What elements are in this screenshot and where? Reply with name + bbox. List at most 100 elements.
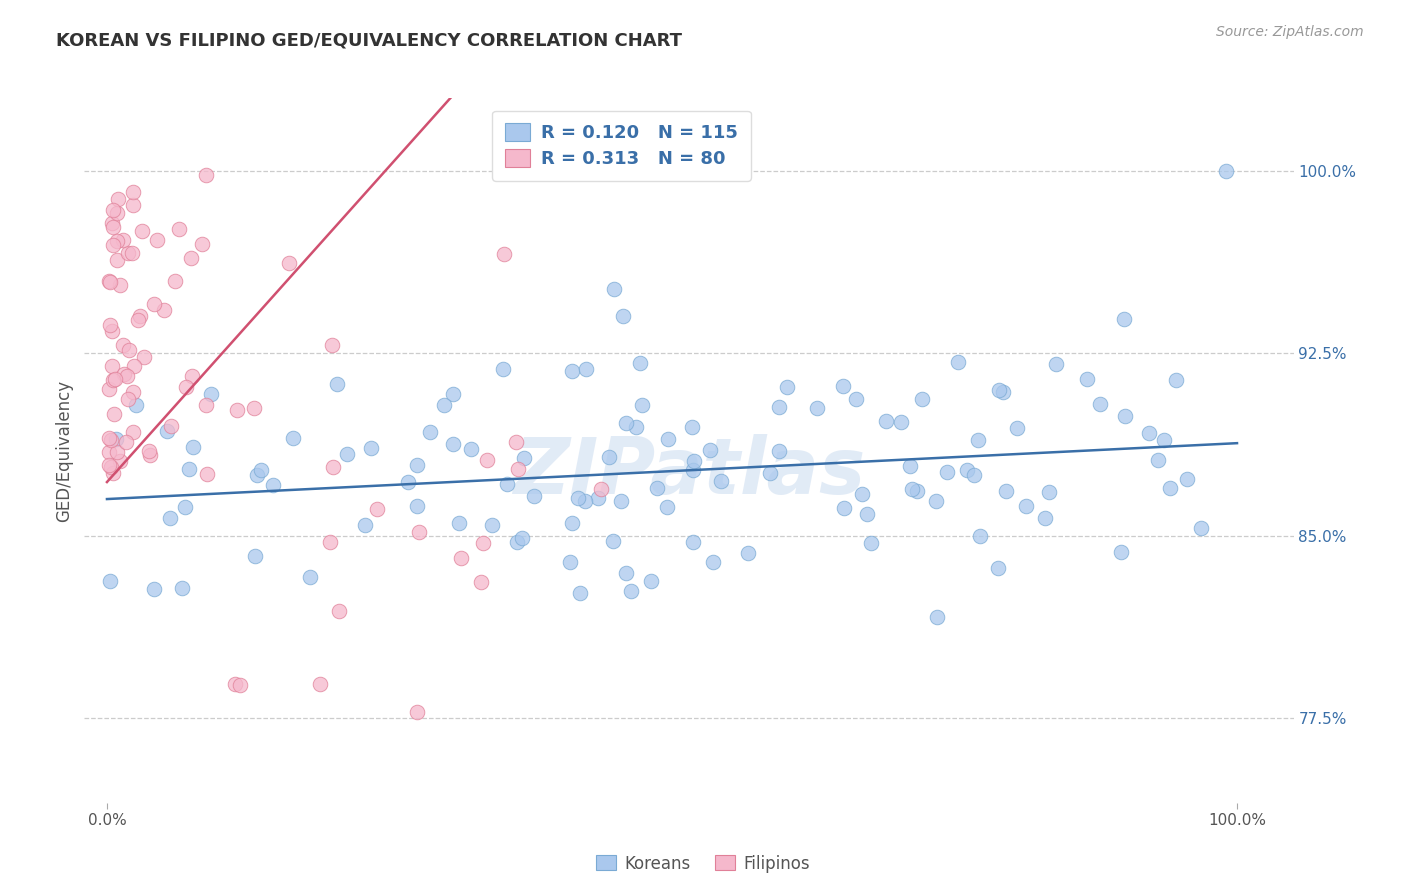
Point xyxy=(163,275,186,289)
Point xyxy=(628,356,651,370)
Point xyxy=(1159,481,1181,495)
Point xyxy=(108,278,131,293)
Point xyxy=(100,216,122,230)
Point xyxy=(281,431,304,445)
Point xyxy=(987,383,1010,397)
Point xyxy=(946,355,969,369)
Point xyxy=(614,566,637,580)
Point xyxy=(610,493,633,508)
Point xyxy=(98,274,121,288)
Point xyxy=(966,433,988,447)
Point xyxy=(98,432,121,446)
Legend: Koreans, Filipinos: Koreans, Filipinos xyxy=(589,848,817,880)
Point xyxy=(856,508,879,522)
Point xyxy=(200,387,222,401)
Point xyxy=(229,678,252,692)
Point xyxy=(1015,499,1038,513)
Point xyxy=(105,234,128,248)
Point xyxy=(492,246,515,260)
Point xyxy=(105,432,128,446)
Point xyxy=(180,251,202,265)
Point xyxy=(995,483,1018,498)
Point xyxy=(111,234,134,248)
Point xyxy=(181,368,204,383)
Y-axis label: GED/Equivalency: GED/Equivalency xyxy=(55,379,73,522)
Point xyxy=(167,222,190,236)
Point xyxy=(246,468,269,483)
Point xyxy=(405,499,427,513)
Point xyxy=(104,372,127,386)
Point xyxy=(101,324,124,338)
Point xyxy=(156,425,179,439)
Point xyxy=(321,338,343,352)
Point xyxy=(98,318,121,332)
Point xyxy=(121,385,143,400)
Point xyxy=(768,400,790,414)
Point xyxy=(98,445,121,459)
Point xyxy=(127,313,149,327)
Point xyxy=(226,403,249,417)
Point xyxy=(491,361,513,376)
Point xyxy=(505,435,527,450)
Point xyxy=(1033,511,1056,525)
Text: Source: ZipAtlas.com: Source: ZipAtlas.com xyxy=(1216,25,1364,39)
Point xyxy=(925,494,948,508)
Point xyxy=(121,186,143,200)
Point xyxy=(640,574,662,588)
Point xyxy=(1146,452,1168,467)
Point xyxy=(103,408,125,422)
Text: ZIPatlas: ZIPatlas xyxy=(513,434,865,509)
Point xyxy=(1076,372,1098,386)
Point xyxy=(122,425,145,439)
Point xyxy=(574,494,596,508)
Point xyxy=(105,205,128,219)
Point xyxy=(159,511,181,525)
Point xyxy=(177,462,200,476)
Point xyxy=(602,533,624,548)
Point xyxy=(1088,397,1111,411)
Point xyxy=(101,202,124,217)
Point xyxy=(335,447,357,461)
Point xyxy=(110,454,132,468)
Point xyxy=(406,458,429,473)
Point xyxy=(834,501,856,516)
Point xyxy=(561,516,583,530)
Point xyxy=(98,458,121,473)
Point xyxy=(121,246,143,260)
Point xyxy=(146,233,169,247)
Point xyxy=(112,368,135,382)
Point xyxy=(589,483,612,497)
Point xyxy=(328,605,350,619)
Point xyxy=(901,482,924,496)
Point xyxy=(194,398,217,412)
Point xyxy=(806,401,828,416)
Point xyxy=(396,475,419,489)
Point xyxy=(419,425,441,439)
Point xyxy=(450,551,472,566)
Point xyxy=(630,398,652,412)
Point xyxy=(682,463,704,477)
Point xyxy=(319,534,342,549)
Point xyxy=(100,460,122,475)
Point xyxy=(298,570,321,584)
Point xyxy=(224,676,246,690)
Point xyxy=(117,246,139,260)
Point xyxy=(681,419,703,434)
Point xyxy=(831,378,853,392)
Point xyxy=(191,236,214,251)
Point xyxy=(991,384,1014,399)
Point xyxy=(195,467,218,482)
Point xyxy=(1215,164,1237,178)
Point xyxy=(250,463,273,477)
Point xyxy=(969,529,991,543)
Point xyxy=(366,501,388,516)
Point xyxy=(101,238,124,252)
Point xyxy=(122,198,145,212)
Point xyxy=(354,517,377,532)
Point xyxy=(98,383,121,397)
Point xyxy=(125,398,148,412)
Point xyxy=(481,518,503,533)
Point xyxy=(142,582,165,597)
Point xyxy=(558,555,581,569)
Point xyxy=(118,343,141,357)
